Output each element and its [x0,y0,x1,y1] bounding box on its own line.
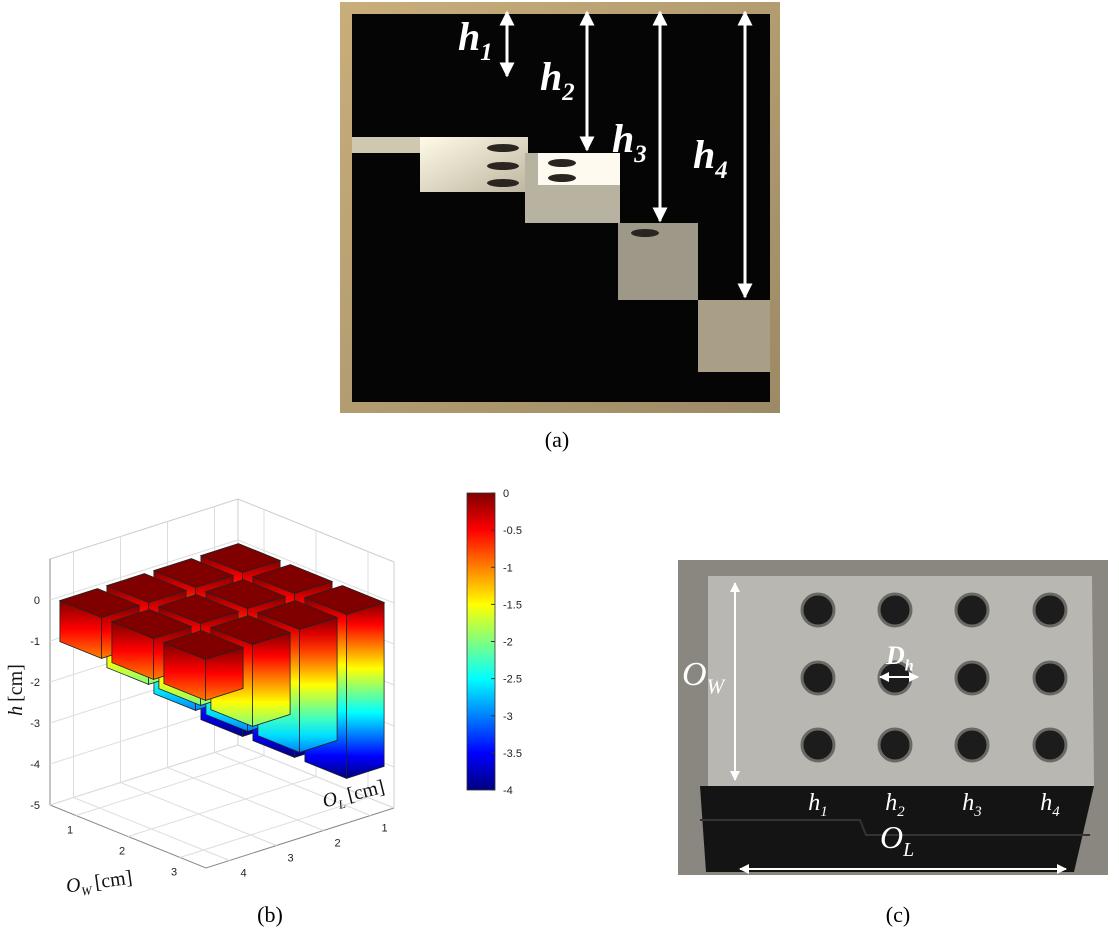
label-sub: 2 [897,804,905,820]
label-sub: 1 [480,39,492,66]
label-var: h [885,790,897,816]
colorbar-tick-label: -4 [503,785,513,797]
label-sub: 1 [820,804,827,820]
z-tick-label: -5 [30,800,40,812]
label: OW[cm] [65,867,134,901]
colorbar [467,493,495,790]
y-tick-label: 3 [171,867,177,879]
x-tick-label: 3 [287,853,293,865]
label-sub: h [905,658,914,675]
colorbar-tick-label: -2.5 [503,674,522,686]
colorbar-tick-label: -3.5 [503,748,522,760]
label-var: h [808,790,820,816]
label-sub: 2 [561,79,574,106]
label-sub: 3 [973,804,981,820]
label-var: O [682,656,707,693]
label-var: O [880,819,903,855]
bar-side [347,602,385,778]
y-tick-label: 1 [67,825,73,837]
colorbar-tick-label: -0.5 [503,525,522,537]
z-tick-label: 0 [34,595,40,607]
axes-floor [50,805,394,868]
caption: (b) [257,902,283,927]
label-var: h [5,706,27,716]
label-unit: [cm] [5,664,27,702]
x-tick-label: 2 [334,838,340,850]
bar3d-chart: 0-1-2-3-4-51231234h[cm]OW[cm]OL[cm]0-0.5… [5,488,522,901]
caption: (a) [545,427,569,452]
x-tick-label: 1 [381,823,387,835]
label-var: O [65,874,82,898]
figure: h1h2h3h4 (a) OWDhOLh1h2h3h4 (c) 0-1-2-3-… [0,0,1119,939]
colorbar-tick-label: 0 [503,488,509,500]
label-var: h [612,116,634,161]
label-sub: 4 [714,157,727,184]
label-sub: L [902,839,914,861]
label-var: h [1040,790,1052,816]
bar-side [253,632,291,726]
colorbar-tick-label: -2 [503,637,513,649]
grid-line [128,777,316,837]
label-var: h [962,790,974,816]
label-var: h [693,132,715,177]
colorbar-tick-label: -1 [503,562,513,574]
z-tick-label: -2 [30,677,40,689]
label-sub: 4 [1052,804,1060,820]
colorbar-tick-label: -3 [503,711,513,723]
z-tick-label: -3 [30,718,40,730]
label-unit: [cm] [93,867,133,894]
label-sub: 3 [633,141,646,168]
label-sub: L [336,797,347,813]
z-tick-label: -1 [30,636,40,648]
x-tick-label: 4 [240,868,246,880]
y-tick-label: 2 [119,846,125,858]
label-sub: W [81,883,95,899]
bar-side [300,617,338,752]
label: h [cm] [5,664,27,716]
label-var: h [458,14,480,59]
label-var: h [540,54,562,99]
label-var: D [885,641,905,670]
caption: (c) [886,902,910,927]
label-sub: W [707,675,727,699]
colorbar-tick-label: -1.5 [503,599,522,611]
z-tick-label: -4 [30,759,40,771]
